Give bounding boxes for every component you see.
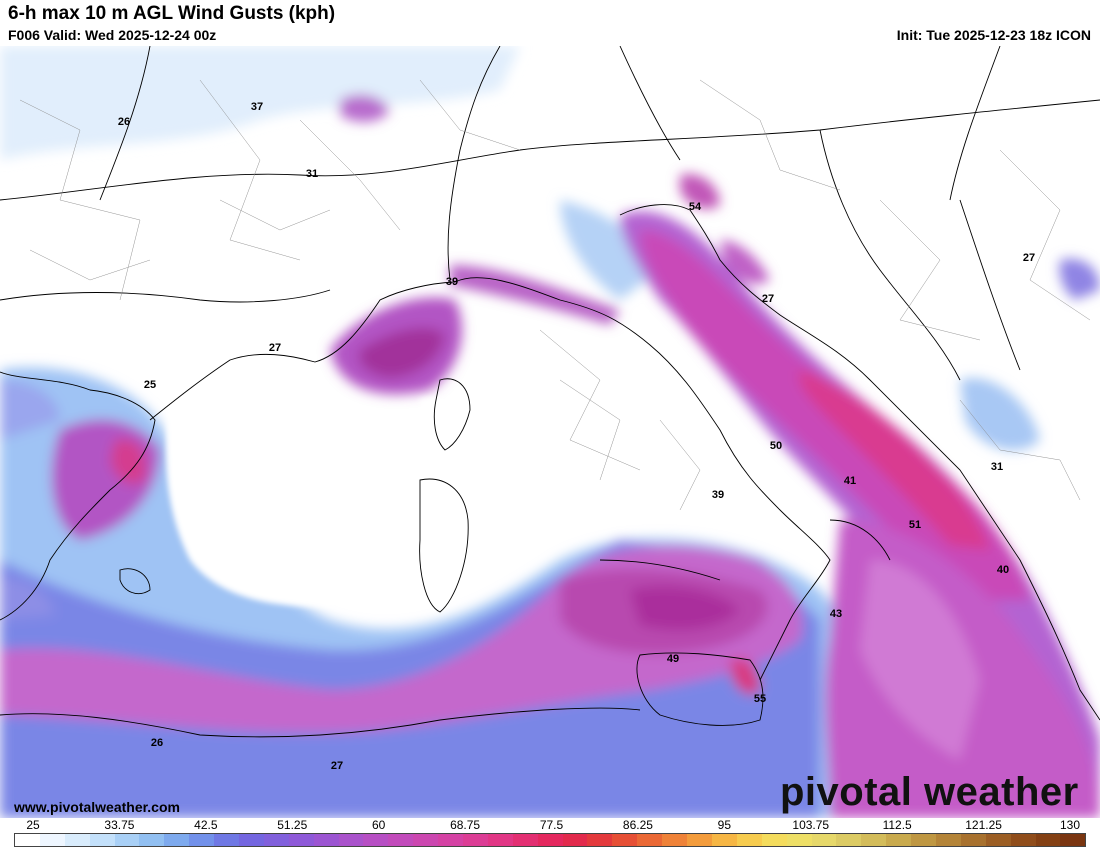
colorbar-swatch: [761, 834, 787, 846]
wind-gust-map[interactable]: 26 37 31 39 54 27 27 25 50 41 31 39 51 4…: [0, 46, 1100, 818]
init-time: Init: Tue 2025-12-23 18z ICON: [896, 27, 1091, 43]
colorbar-swatch: [413, 834, 439, 846]
colorbar-swatch: [463, 834, 488, 846]
colorbar: [14, 833, 1086, 847]
point-label: 39: [446, 276, 458, 288]
colorbar-swatch: [15, 834, 40, 846]
point-label: 49: [667, 653, 679, 665]
colorbar-tick-label: 86.25: [622, 818, 653, 832]
colorbar-swatch: [139, 834, 165, 846]
colorbar-swatch: [935, 834, 961, 846]
colorbar-swatch: [886, 834, 912, 846]
colorbar-swatch: [189, 834, 215, 846]
colorbar-tick-label: 121.25: [965, 818, 1002, 832]
point-label: 31: [991, 461, 1003, 473]
colorbar-tick-label: 42.5: [194, 818, 218, 832]
colorbar-swatch: [911, 834, 936, 846]
colorbar-tick-label: 103.75: [792, 818, 830, 832]
colorbar-swatch: [637, 834, 663, 846]
colorbar-swatch: [164, 834, 190, 846]
colorbar-swatch: [512, 834, 538, 846]
point-label: 25: [144, 379, 156, 391]
point-label: 40: [997, 564, 1009, 576]
colorbar-tick-label: 77.5: [539, 818, 564, 832]
colorbar-tick-label: 95: [717, 818, 732, 832]
coastlines: [0, 46, 1100, 738]
colorbar-swatch: [1060, 834, 1086, 846]
colorbar-swatch: [89, 834, 115, 846]
colorbar-swatch: [114, 834, 140, 846]
point-label: 41: [844, 475, 856, 487]
colorbar-swatch: [836, 834, 862, 846]
page-title: 6-h max 10 m AGL Wind Gusts (kph): [8, 3, 336, 24]
colorbar-swatch: [263, 834, 289, 846]
point-label: 31: [306, 168, 318, 180]
point-labels: 26 37 31 39 54 27 27 25 50 41 31 39 51 4…: [118, 101, 1035, 772]
colorbar-swatch: [612, 834, 638, 846]
colorbar-swatch: [214, 834, 240, 846]
website-link[interactable]: www.pivotalweather.com: [14, 799, 180, 815]
point-label: 54: [689, 201, 702, 213]
colorbar-swatch: [338, 834, 364, 846]
colorbar-tick-label: 51.25: [277, 818, 308, 832]
point-label: 26: [118, 116, 130, 128]
colorbar-swatch: [736, 834, 762, 846]
point-label: 50: [770, 440, 782, 452]
colorbar-swatch: [960, 834, 986, 846]
colorbar-swatch: [313, 834, 339, 846]
admin-borders: [19, 79, 1091, 511]
colorbar-swatch: [438, 834, 464, 846]
gust-field: [0, 46, 1100, 818]
colorbar-tick-label: 60: [371, 818, 386, 832]
colorbar-tick-label: 130: [1059, 818, 1081, 832]
point-label: 43: [830, 608, 842, 620]
colorbar-swatch: [1035, 834, 1061, 846]
colorbar-tick-label: 68.75: [450, 818, 481, 832]
point-label: 37: [251, 101, 263, 113]
colorbar-swatch: [288, 834, 314, 846]
colorbar-ticks: 25 33.75 42.5 51.25 60 68.75 77.5 86.25 95 103.75…: [0, 818, 1100, 832]
colorbar-swatch: [985, 834, 1011, 846]
point-label: 27: [269, 342, 281, 354]
colorbar-swatch: [1010, 834, 1036, 846]
colorbar-swatch: [786, 834, 812, 846]
colorbar-tick-label: 33.75: [104, 818, 135, 832]
colorbar-swatch: [687, 834, 712, 846]
point-label: 51: [909, 519, 921, 531]
valid-time: F006 Valid: Wed 2025-12-24 00z: [8, 27, 217, 43]
colorbar-swatch: [64, 834, 90, 846]
header: 6-h max 10 m AGL Wind Gusts (kph) F006 V…: [0, 0, 1100, 46]
colorbar-swatch: [811, 834, 837, 846]
colorbar-swatch: [39, 834, 65, 846]
brand-logo: pivotal weather: [780, 770, 1079, 814]
colorbar-tick-label: 25: [26, 818, 40, 832]
point-label: 27: [762, 293, 774, 305]
colorbar-swatch: [711, 834, 737, 846]
point-label: 27: [1023, 252, 1035, 264]
colorbar-tick-label: 112.5: [882, 818, 912, 832]
colorbar-swatch: [239, 834, 264, 846]
colorbar-swatch: [662, 834, 688, 846]
point-label: 55: [754, 693, 766, 705]
colorbar-swatch: [587, 834, 613, 846]
colorbar-swatch: [487, 834, 513, 846]
colorbar-swatch: [861, 834, 887, 846]
point-label: 26: [151, 737, 163, 749]
colorbar-swatch: [363, 834, 389, 846]
colorbar-swatch: [388, 834, 414, 846]
calm-area: [166, 382, 600, 607]
point-label: 27: [331, 760, 343, 772]
point-label: 39: [712, 489, 724, 501]
colorbar-swatch: [562, 834, 588, 846]
colorbar-swatch: [537, 834, 563, 846]
